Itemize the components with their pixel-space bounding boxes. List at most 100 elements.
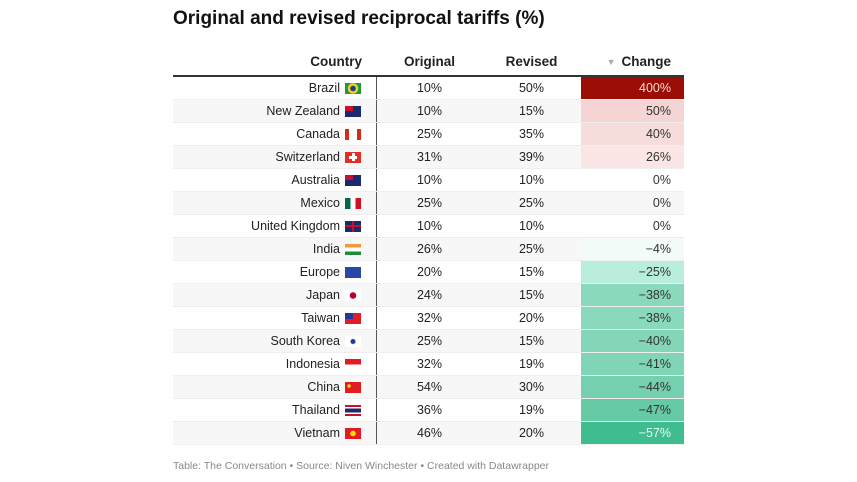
country-cell: Mexico xyxy=(173,192,377,214)
change-cell: −47% xyxy=(581,399,684,421)
change-cell: 400% xyxy=(581,77,684,99)
australia-flag-icon xyxy=(345,174,361,186)
header-original[interactable]: Original xyxy=(403,54,455,69)
eu-flag-icon xyxy=(345,266,361,278)
revised-cell: 15% xyxy=(518,288,545,302)
table-row: Vietnam 46% 20% −57% xyxy=(173,422,684,445)
revised-cell: 25% xyxy=(518,242,545,256)
country-name: Brazil xyxy=(308,81,340,95)
brazil-flag-icon xyxy=(345,82,361,94)
footer-credits: Table: The Conversation • Source: Niven … xyxy=(173,460,550,472)
country-cell: South Korea xyxy=(173,330,377,352)
country-cell: New Zealand xyxy=(173,100,377,122)
country-cell: Vietnam xyxy=(173,422,377,444)
india-flag-icon xyxy=(345,243,361,255)
south-korea-flag-icon xyxy=(345,335,361,347)
revised-cell: 19% xyxy=(518,403,545,417)
new-zealand-flag-icon xyxy=(345,105,361,117)
change-cell: 0% xyxy=(581,169,684,191)
change-cell: 40% xyxy=(581,123,684,145)
table-row: Brazil 10% 50% 400% xyxy=(173,77,684,100)
change-cell: −25% xyxy=(581,261,684,283)
revised-cell: 20% xyxy=(518,426,545,440)
change-cell: −41% xyxy=(581,353,684,375)
original-cell: 46% xyxy=(416,426,443,440)
revised-cell: 15% xyxy=(518,104,545,118)
table-title: Original and revised reciprocal tariffs … xyxy=(173,8,545,29)
country-name: China xyxy=(307,380,340,394)
change-cell: 0% xyxy=(581,192,684,214)
country-cell: Japan xyxy=(173,284,377,306)
table-row: Japan 24% 15% −38% xyxy=(173,284,684,307)
revised-cell: 30% xyxy=(518,380,545,394)
switzerland-flag-icon xyxy=(345,151,361,163)
original-cell: 10% xyxy=(416,173,443,187)
country-cell: Taiwan xyxy=(173,307,377,329)
country-cell: Canada xyxy=(173,123,377,145)
table-row: China 54% 30% −44% xyxy=(173,376,684,399)
original-cell: 25% xyxy=(416,196,443,210)
table-row: New Zealand 10% 15% 50% xyxy=(173,100,684,123)
country-name: New Zealand xyxy=(266,104,340,118)
tariff-table: Country Original Revised ▼ Change Brazil … xyxy=(173,48,684,445)
taiwan-flag-icon xyxy=(345,312,361,324)
table-row: Mexico 25% 25% 0% xyxy=(173,192,684,215)
original-cell: 54% xyxy=(416,380,443,394)
revised-cell: 15% xyxy=(518,334,545,348)
country-cell: Thailand xyxy=(173,399,377,421)
original-cell: 26% xyxy=(416,242,443,256)
country-name: United Kingdom xyxy=(251,219,340,233)
revised-cell: 39% xyxy=(518,150,545,164)
original-cell: 31% xyxy=(416,150,443,164)
country-name: Mexico xyxy=(300,196,340,210)
country-cell: Brazil xyxy=(173,77,377,99)
revised-cell: 10% xyxy=(518,219,545,233)
table-row: India 26% 25% −4% xyxy=(173,238,684,261)
mexico-flag-icon xyxy=(345,197,361,209)
header-revised[interactable]: Revised xyxy=(505,54,558,69)
country-name: Indonesia xyxy=(285,357,340,371)
country-cell: India xyxy=(173,238,377,260)
country-name: Taiwan xyxy=(301,311,340,325)
country-cell: China xyxy=(173,376,377,398)
revised-cell: 10% xyxy=(518,173,545,187)
revised-cell: 35% xyxy=(518,127,545,141)
change-cell: 26% xyxy=(581,146,684,168)
change-cell: −38% xyxy=(581,284,684,306)
original-cell: 32% xyxy=(416,311,443,325)
change-cell: −4% xyxy=(581,238,684,260)
table-row: Indonesia 32% 19% −41% xyxy=(173,353,684,376)
table-row: Europe 20% 15% −25% xyxy=(173,261,684,284)
china-flag-icon xyxy=(345,381,361,393)
table-row: Switzerland 31% 39% 26% xyxy=(173,146,684,169)
country-name: Thailand xyxy=(292,403,340,417)
change-cell: 0% xyxy=(581,215,684,237)
original-cell: 32% xyxy=(416,357,443,371)
united-kingdom-flag-icon xyxy=(345,220,361,232)
header-change[interactable]: ▼ Change xyxy=(581,48,684,75)
table-header: Country Original Revised ▼ Change xyxy=(173,48,684,77)
change-cell: −44% xyxy=(581,376,684,398)
original-cell: 25% xyxy=(416,127,443,141)
thailand-flag-icon xyxy=(345,404,361,416)
original-cell: 36% xyxy=(416,403,443,417)
table-row: South Korea 25% 15% −40% xyxy=(173,330,684,353)
change-cell: −40% xyxy=(581,330,684,352)
revised-cell: 15% xyxy=(518,265,545,279)
change-cell: −38% xyxy=(581,307,684,329)
header-change-label: Change xyxy=(621,54,671,69)
country-name: South Korea xyxy=(270,334,341,348)
japan-flag-icon xyxy=(345,289,361,301)
country-name: India xyxy=(312,242,340,256)
country-cell: Switzerland xyxy=(173,146,377,168)
table-row: Canada 25% 35% 40% xyxy=(173,123,684,146)
header-country[interactable]: Country xyxy=(310,54,362,69)
revised-cell: 19% xyxy=(518,357,545,371)
table-row: Taiwan 32% 20% −38% xyxy=(173,307,684,330)
revised-cell: 25% xyxy=(518,196,545,210)
original-cell: 10% xyxy=(416,104,443,118)
original-cell: 20% xyxy=(416,265,443,279)
country-cell: United Kingdom xyxy=(173,215,377,237)
country-name: Vietnam xyxy=(294,426,340,440)
original-cell: 10% xyxy=(416,81,443,95)
